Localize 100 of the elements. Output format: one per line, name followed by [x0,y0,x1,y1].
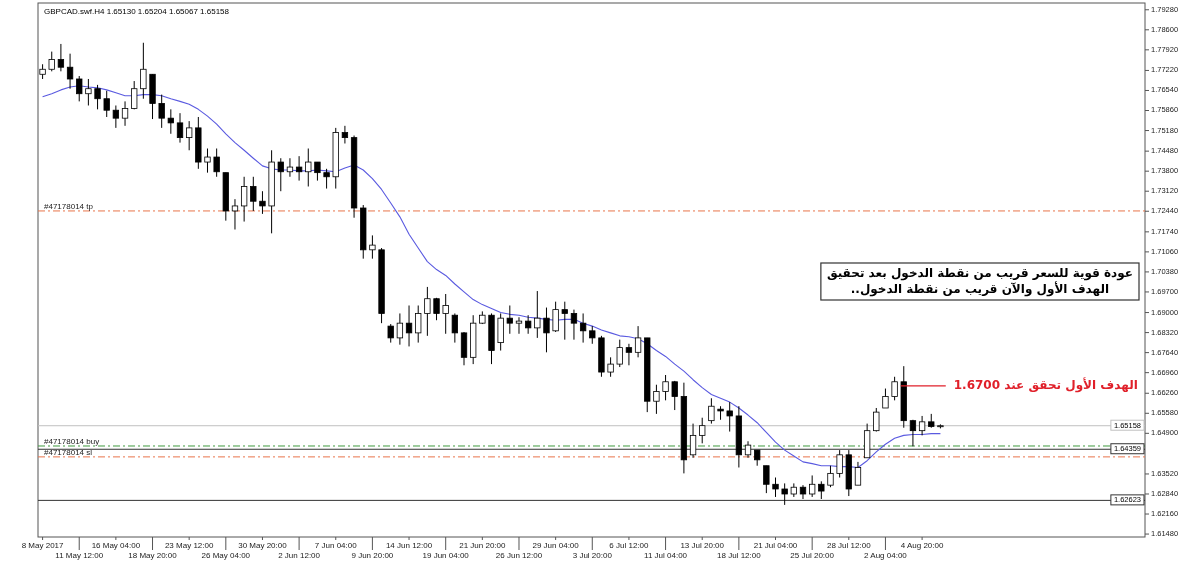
candlestick [909,419,917,447]
candlestick [579,312,587,344]
x-tick-label: 28 Jul 12:00 [827,541,872,550]
x-tick-label: 16 May 04:00 [91,541,141,550]
candlestick [158,94,165,129]
ref-line-label: #47178014 tp [44,201,94,211]
candlestick [506,304,513,335]
candlestick [662,374,669,401]
candlestick [625,343,633,366]
x-tick-label: 8 May 2017 [21,541,65,550]
candlestick [186,120,193,151]
x-tick-label: 18 Jul 12:00 [717,551,762,560]
candlestick [231,198,239,230]
candlestick [781,482,788,506]
candlestick [854,461,862,486]
candlestick [369,234,376,260]
ref-line-label: #47178014 sl [44,447,93,457]
x-tick-label: 26 Jun 12:00 [495,551,543,560]
candlestick [295,155,303,182]
text: GBPCAD.swf.H4 1.65130 1.65204 1.65067 1.65158 [44,7,230,16]
candlestick [552,301,559,333]
candlestick [809,474,816,498]
candlestick [66,53,74,90]
candlestick [167,108,174,135]
candlestick [286,157,294,178]
note-box: عودة قوية للسعر قريب من نقطة الدخول بعد تحقيق الهدف الأول والآن قريب من نقطة الدخول.. [820,262,1140,301]
candlestick [259,190,266,215]
candlestick [103,90,110,118]
x-tick-label: 11 Jul 04:00 [644,551,688,560]
candlestick [543,307,550,353]
candlestick [873,407,880,433]
candlestick [451,312,458,344]
candlestick [836,449,843,478]
candlestick [341,125,349,144]
candlestick [726,401,733,433]
candlestick [442,293,449,335]
candlestick [305,148,312,187]
candlestick [653,384,660,415]
candlestick [396,312,404,346]
candlestick [561,301,568,341]
candlestick [634,325,642,358]
x-tick-label: 6 Jul 12:00 [609,541,650,550]
candlestick [405,304,413,347]
candlestick [424,286,431,337]
candlestick [213,148,220,178]
candlestick [121,100,129,127]
x-tick-label: 26 May 04:00 [201,551,251,560]
ref-line-label: #47178014 buy [44,436,100,446]
candlestick [689,423,697,459]
candlestick [76,75,83,102]
x-tick-label: 2 Jun 12:00 [278,551,321,560]
candlestick [323,168,330,190]
candlestick [708,397,715,425]
candlestick [882,388,889,409]
x-tick-label: 25 Jul 20:00 [790,551,835,560]
candlestick [699,417,706,444]
candlestick [525,314,532,335]
x-tick-label: 30 May 20:00 [238,541,288,550]
candlestick [387,323,394,344]
candlestick [607,356,614,378]
candlestick [204,148,211,174]
candlestick [671,380,678,411]
target-note: الهدف الأول تحقق عند 1.6700 [900,378,1138,393]
candlestick [250,176,257,212]
annotation: عودة قوية للسعر قريب من نقطة الدخول بعد تحقيق الهدف الأول والآن قريب من نقطة الدخول.. [826,266,1133,297]
candlestick [570,309,578,341]
x-tick-label: 18 May 20:00 [128,551,178,560]
x-tick-label: 29 Jun 04:00 [532,541,580,550]
candlestick [240,176,248,223]
x-tick-label: 14 Jun 12:00 [385,541,433,550]
x-tick-label: 4 Aug 20:00 [900,541,944,550]
candlestick [57,43,65,72]
candlestick [827,465,834,488]
candlestick [94,84,101,110]
x-tick-label: 9 Jun 20:00 [351,551,394,560]
x-tick-label: 11 May 12:00 [55,551,104,560]
candlestick [140,42,147,100]
x-tick-label: 23 May 12:00 [164,541,214,550]
candlestick [772,477,779,498]
candlestick [112,105,120,129]
x-tick-label: 7 Jun 04:00 [314,541,358,550]
candlestick [48,51,55,72]
x-tick-label: 19 Jun 04:00 [422,551,470,560]
candlestick [918,415,926,436]
candlestick [891,376,898,401]
candlestick [277,157,284,192]
candlestick [415,304,422,344]
x-tick-label: 21 Jul 04:00 [753,541,798,550]
candlestick [314,161,321,182]
candlestick [515,316,523,335]
candlestick [763,465,770,494]
candlestick [131,80,138,110]
x-tick-label: 13 Jul 20:00 [680,541,725,550]
candlestick [616,339,623,368]
x-tick-label: 21 Jun 20:00 [459,541,507,550]
candlestick [534,290,541,339]
x-tick-label: 3 Jul 20:00 [572,551,613,560]
x-tick-label: 2 Aug 04:00 [864,551,908,560]
candlestick [85,78,92,106]
candlestick [176,112,184,144]
